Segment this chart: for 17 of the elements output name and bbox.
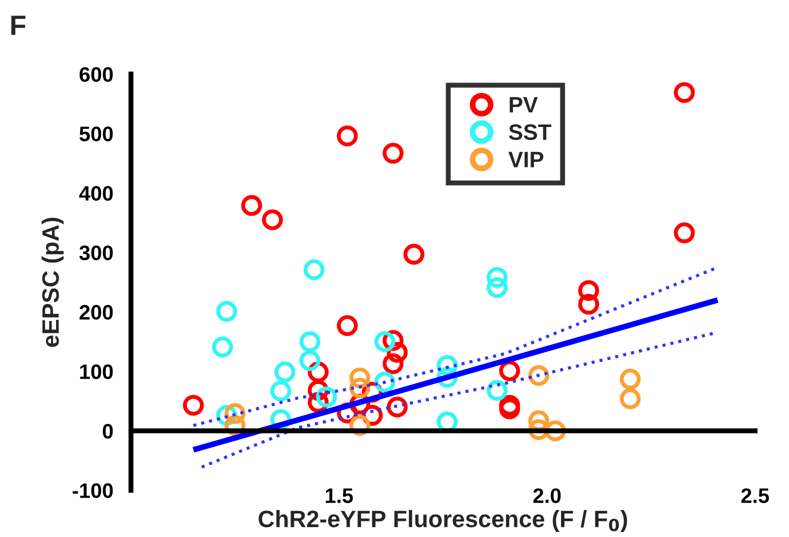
legend-label: PV bbox=[510, 97, 538, 112]
y-tick-label: 0 bbox=[102, 424, 113, 439]
y-tick-label: 100 bbox=[80, 364, 113, 380]
y-tick-label: 200 bbox=[80, 304, 113, 320]
chart-title: F bbox=[11, 16, 26, 35]
x-tick-label: 2.5 bbox=[741, 488, 769, 504]
x-axis-title: ChR2-eYFP Fluorescence (F / F$_{0}$) bbox=[258, 510, 628, 532]
x-tick-label: 1.5 bbox=[326, 488, 353, 504]
y-tick-label: 400 bbox=[79, 186, 113, 201]
legend-label: VIP bbox=[508, 152, 544, 168]
x-tick-label: 2.0 bbox=[533, 488, 561, 504]
y-tick-label: 600 bbox=[80, 67, 113, 82]
y-tick-label: -100 bbox=[72, 483, 113, 498]
y-axis-title: eEPSC (pA) bbox=[42, 218, 64, 347]
legend-label: SST bbox=[508, 124, 552, 140]
y-tick-label: 500 bbox=[80, 126, 113, 142]
y-tick-label: 300 bbox=[79, 245, 113, 260]
